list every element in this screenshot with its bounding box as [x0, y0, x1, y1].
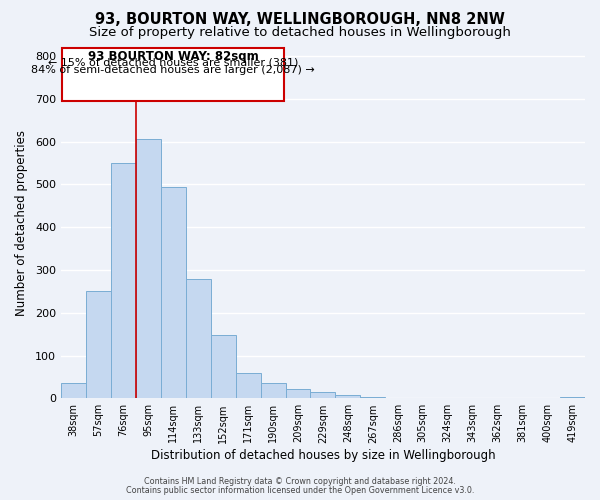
Text: 84% of semi-detached houses are larger (2,087) →: 84% of semi-detached houses are larger (… — [31, 64, 315, 74]
Text: Contains HM Land Registry data © Crown copyright and database right 2024.: Contains HM Land Registry data © Crown c… — [144, 477, 456, 486]
X-axis label: Distribution of detached houses by size in Wellingborough: Distribution of detached houses by size … — [151, 450, 495, 462]
Text: ← 15% of detached houses are smaller (381): ← 15% of detached houses are smaller (38… — [48, 58, 298, 68]
Bar — [86, 292, 111, 399]
Bar — [211, 335, 236, 398]
Bar — [260, 384, 286, 398]
Bar — [236, 372, 260, 398]
Bar — [136, 140, 161, 398]
Y-axis label: Number of detached properties: Number of detached properties — [15, 130, 28, 316]
Text: 93, BOURTON WAY, WELLINGBOROUGH, NN8 2NW: 93, BOURTON WAY, WELLINGBOROUGH, NN8 2NW — [95, 12, 505, 28]
Bar — [111, 163, 136, 398]
Text: Size of property relative to detached houses in Wellingborough: Size of property relative to detached ho… — [89, 26, 511, 39]
Bar — [335, 395, 361, 398]
Bar — [161, 186, 186, 398]
Bar — [61, 384, 86, 398]
Bar — [310, 392, 335, 398]
Text: Contains public sector information licensed under the Open Government Licence v3: Contains public sector information licen… — [126, 486, 474, 495]
Bar — [286, 389, 310, 398]
FancyBboxPatch shape — [62, 48, 284, 101]
Text: 93 BOURTON WAY: 82sqm: 93 BOURTON WAY: 82sqm — [88, 50, 259, 64]
Bar — [186, 280, 211, 398]
